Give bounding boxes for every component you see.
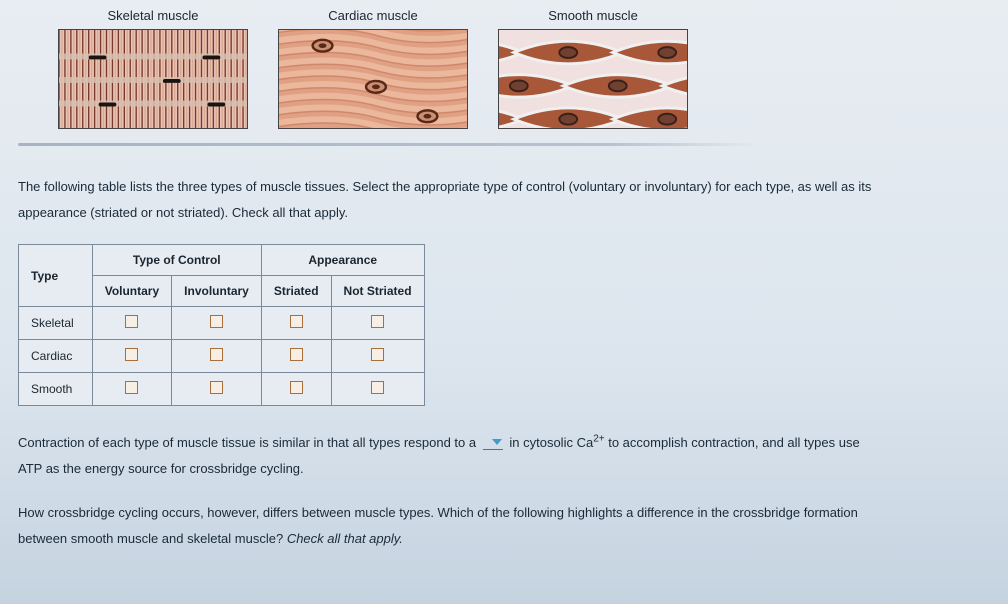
col-involuntary: Involuntary [172, 276, 262, 307]
row-smooth: Smooth [19, 373, 93, 406]
checkbox-smooth-striated[interactable] [290, 381, 303, 394]
col-striated: Striated [261, 276, 331, 307]
cardiac-label: Cardiac muscle [328, 8, 418, 23]
smooth-col: Smooth muscle [498, 8, 688, 129]
table-row: Smooth [19, 373, 425, 406]
checkbox-skeletal-striated[interactable] [290, 315, 303, 328]
checkbox-smooth-voluntary[interactable] [125, 381, 138, 394]
col-voluntary: Voluntary [92, 276, 171, 307]
smooth-label: Smooth muscle [548, 8, 638, 23]
smooth-muscle-image [498, 29, 688, 129]
checkbox-cardiac-notstriated[interactable] [371, 348, 384, 361]
row-skeletal: Skeletal [19, 307, 93, 340]
para3-b-pre: between smooth muscle and skeletal muscl… [18, 531, 287, 546]
skeletal-label: Skeletal muscle [107, 8, 198, 23]
para2-post: to accomplish contraction, and all types… [608, 435, 859, 450]
muscle-properties-table: Type Type of Control Appearance Voluntar… [18, 244, 425, 406]
col-notstriated: Not Striated [331, 276, 424, 307]
checkbox-smooth-involuntary[interactable] [210, 381, 223, 394]
checkbox-cardiac-striated[interactable] [290, 348, 303, 361]
checkbox-skeletal-notstriated[interactable] [371, 315, 384, 328]
checkbox-cardiac-voluntary[interactable] [125, 348, 138, 361]
crossbridge-paragraph: How crossbridge cycling occurs, however,… [18, 500, 990, 552]
skeletal-col: Skeletal muscle [58, 8, 248, 129]
calcium-change-dropdown[interactable] [483, 438, 503, 450]
muscle-image-row: Skeletal muscle Cardiac muscle Smooth mu… [18, 8, 990, 129]
table-row: Skeletal [19, 307, 425, 340]
cardiac-muscle-image [278, 29, 468, 129]
para2-mid: in cytosolic Ca [509, 435, 593, 450]
table-row: Cardiac [19, 340, 425, 373]
control-group-header: Type of Control [92, 245, 261, 276]
para3-a: How crossbridge cycling occurs, however,… [18, 505, 858, 520]
para2-line2: ATP as the energy source for crossbridge… [18, 461, 304, 476]
appearance-group-header: Appearance [261, 245, 424, 276]
instructions-line1: The following table lists the three type… [18, 179, 871, 194]
row-cardiac: Cardiac [19, 340, 93, 373]
divider [18, 143, 758, 146]
para3-b-em: Check all that apply. [287, 531, 403, 546]
contraction-paragraph: Contraction of each type of muscle tissu… [18, 430, 990, 482]
checkbox-smooth-notstriated[interactable] [371, 381, 384, 394]
instructions-paragraph: The following table lists the three type… [18, 174, 990, 226]
checkbox-skeletal-involuntary[interactable] [210, 315, 223, 328]
type-header: Type [19, 245, 93, 307]
para2-sup: 2+ [593, 434, 604, 445]
instructions-line2: appearance (striated or not striated). C… [18, 205, 348, 220]
checkbox-skeletal-voluntary[interactable] [125, 315, 138, 328]
checkbox-cardiac-involuntary[interactable] [210, 348, 223, 361]
cardiac-col: Cardiac muscle [278, 8, 468, 129]
skeletal-muscle-image [58, 29, 248, 129]
para2-pre: Contraction of each type of muscle tissu… [18, 435, 476, 450]
